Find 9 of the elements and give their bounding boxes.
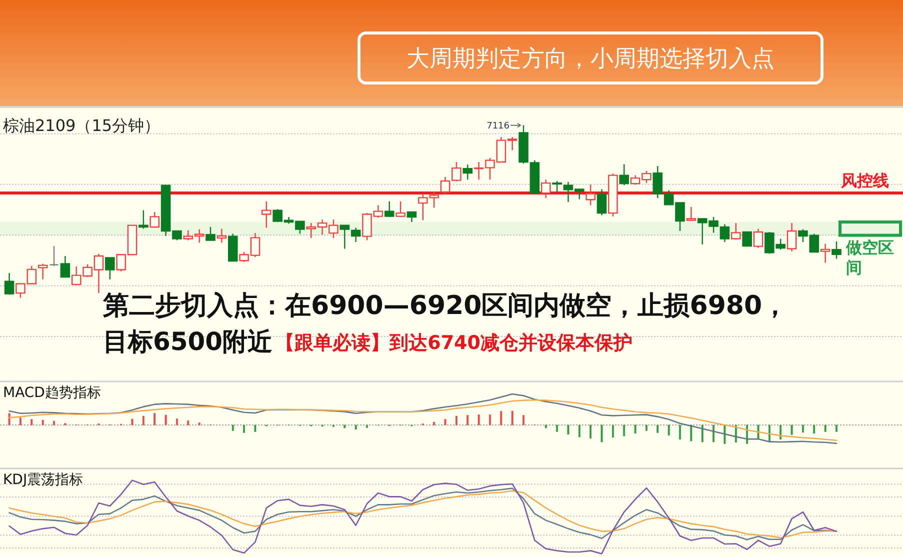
chart-title: MACD趋势指标 bbox=[3, 385, 101, 401]
ref-line-label: 风控线 bbox=[840, 171, 889, 190]
chart-subtitle: 棕油2109（15分钟） bbox=[3, 116, 160, 135]
chart-title: KDJ震荡指标 bbox=[3, 472, 84, 488]
chart-title: 大周期判定方向，小周期选择切入点 bbox=[406, 46, 774, 72]
text: 【跟单必读】到达6740减仓并设保本保护 bbox=[276, 332, 632, 354]
text: 目标6500附近 bbox=[103, 327, 273, 356]
annotation: 7116 bbox=[486, 121, 510, 132]
annotation: 第二步切入点：在6900—6920区间内做空，止损6980， bbox=[102, 291, 788, 321]
